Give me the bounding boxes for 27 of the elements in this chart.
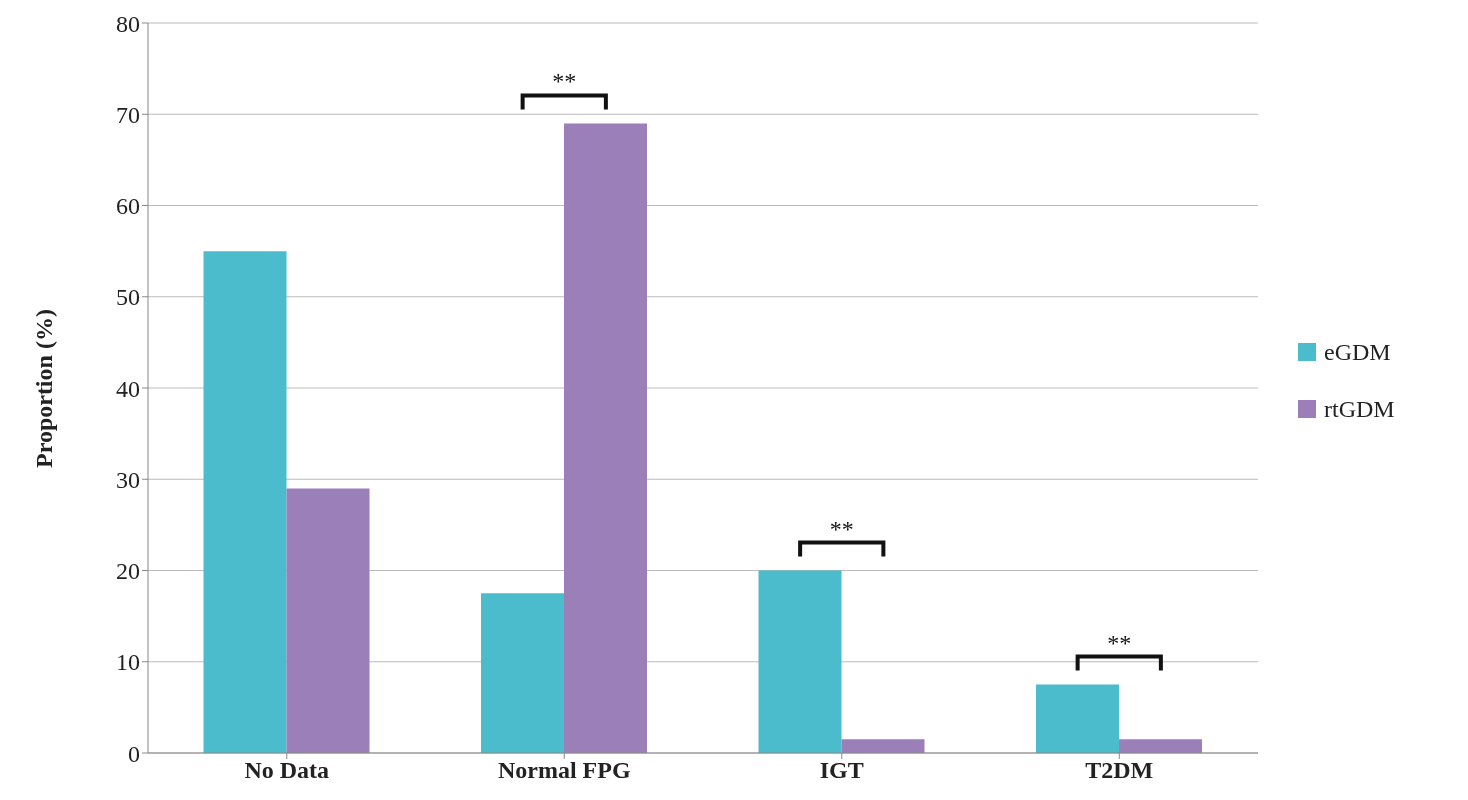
y-tick-label: 50 (116, 284, 140, 311)
y-tick-label: 30 (116, 466, 140, 493)
annotation: ** (552, 68, 577, 95)
bar (564, 123, 647, 753)
legend-label: rtGDM (1324, 395, 1395, 423)
legend-label: eGDM (1324, 338, 1391, 366)
y-tick-label: 0 (128, 740, 140, 767)
bar (1036, 684, 1119, 753)
annotation: ** (829, 515, 854, 542)
y-tick-label: 80 (116, 10, 140, 37)
y-tick-label: 60 (116, 193, 140, 220)
x-tick-label: T2DM (1085, 757, 1154, 784)
bar (203, 251, 287, 753)
bar (481, 593, 564, 753)
x-tick-label: No Data (244, 757, 330, 784)
y-tick-label: 70 (116, 101, 140, 128)
y-axis-title: Proportion (%) (30, 309, 57, 468)
bar (841, 739, 925, 753)
y-tick-label: 20 (116, 558, 140, 585)
y-tick-label: 10 (116, 649, 140, 676)
bar (758, 570, 842, 753)
x-tick-label: IGT (819, 757, 864, 784)
annotation: ** (1107, 629, 1132, 656)
bar (1119, 739, 1202, 753)
y-tick-label: 40 (116, 375, 140, 402)
bar (286, 488, 370, 753)
x-tick-label: Normal FPG (497, 757, 631, 784)
